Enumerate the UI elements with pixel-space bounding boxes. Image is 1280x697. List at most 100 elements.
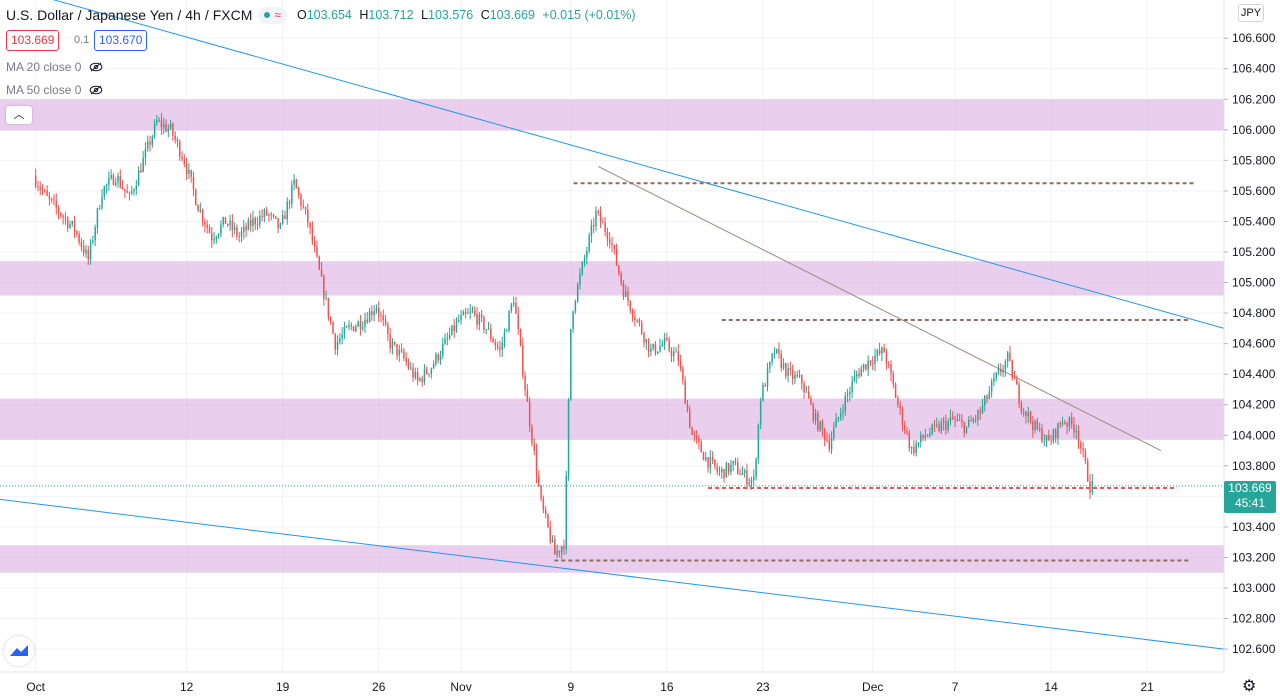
- candle-body: [1002, 369, 1004, 373]
- candle-body: [339, 338, 341, 342]
- candle-body: [409, 367, 412, 369]
- hidden-eye-icon[interactable]: [89, 85, 103, 95]
- gear-icon[interactable]: ⚙: [1242, 678, 1257, 695]
- candle-body: [252, 218, 254, 227]
- candle-body: [302, 205, 305, 207]
- candle-body: [343, 327, 346, 335]
- candle-body: [297, 188, 300, 195]
- candle-body: [595, 210, 597, 227]
- candle-body: [572, 311, 574, 329]
- candle-body: [405, 358, 407, 363]
- candle-body: [634, 316, 636, 320]
- candle-body: [981, 405, 984, 413]
- candle-body: [263, 209, 266, 218]
- time-tick-label: Nov: [450, 680, 471, 694]
- symbol-title[interactable]: U.S. Dollar / Japanese Yen: [6, 7, 174, 23]
- candle-body: [480, 314, 483, 318]
- candle-body: [119, 176, 122, 187]
- candle-body: [965, 426, 968, 433]
- indicator-ma20[interactable]: MA 20 close 0: [6, 60, 103, 74]
- price-zone: [0, 398, 1224, 440]
- candle-body: [952, 417, 954, 419]
- tradingview-logo[interactable]: [4, 636, 34, 666]
- candle-body: [371, 311, 373, 316]
- candle-body: [881, 347, 883, 354]
- candle-body: [96, 208, 99, 228]
- candle-body: [421, 378, 423, 382]
- candle-body: [844, 395, 847, 412]
- candle-body: [691, 427, 693, 435]
- candle-body: [300, 194, 302, 206]
- interval-label[interactable]: 4h: [185, 7, 201, 23]
- candle-body: [144, 148, 147, 158]
- time-tick-label: 9: [567, 680, 574, 694]
- hidden-eye-icon[interactable]: [89, 62, 103, 72]
- price-tick-label: 105.400: [1232, 214, 1276, 228]
- candle-body: [208, 227, 211, 234]
- candle-body: [533, 443, 535, 451]
- candle-body: [101, 196, 103, 209]
- candle-body: [636, 319, 638, 321]
- candle-body: [1029, 412, 1032, 422]
- candle-body: [698, 437, 700, 443]
- currency-label[interactable]: JPY: [1238, 4, 1264, 22]
- candle-body: [858, 373, 860, 377]
- candle-body: [709, 456, 712, 468]
- horizontal-levels[interactable]: [554, 182, 1196, 562]
- candle-body: [862, 364, 865, 369]
- candle-body: [755, 459, 757, 477]
- candle-body: [332, 322, 334, 334]
- candle-body: [229, 220, 231, 226]
- candle-body: [650, 348, 652, 352]
- candle-body: [499, 347, 501, 350]
- candle-body: [357, 321, 359, 327]
- indicator-ma50[interactable]: MA 50 close 0: [6, 83, 103, 97]
- candle-body: [471, 310, 474, 312]
- candle-body: [60, 213, 62, 217]
- candle-body: [519, 328, 522, 346]
- time-axis[interactable]: Oct 12 19 26 Nov 9 16 23 Dec 7 14 21: [0, 671, 1224, 694]
- candle-body: [172, 123, 174, 136]
- candle-body: [1025, 411, 1027, 417]
- candle-body: [1013, 378, 1016, 380]
- candle-body: [167, 128, 170, 132]
- candle-body: [855, 373, 858, 377]
- candle-body: [643, 333, 645, 343]
- sell-price-button[interactable]: 103.669: [6, 30, 60, 51]
- price-axis[interactable]: 102.600 102.800 103.000 103.200 103.400 103.6…: [1223, 0, 1280, 697]
- candle-body: [718, 471, 721, 473]
- time-tick-label: 21: [1140, 680, 1154, 694]
- candle-body: [39, 187, 42, 190]
- candle-body: [430, 368, 433, 374]
- candle-body: [380, 315, 382, 317]
- candle-body: [741, 473, 744, 475]
- candle-body: [860, 368, 863, 377]
- candle-body: [540, 485, 542, 499]
- candle-body: [114, 182, 117, 185]
- candle-body: [618, 265, 620, 274]
- candle-body: [462, 311, 465, 316]
- market-status-pill[interactable]: ≈: [258, 6, 287, 24]
- candle-body: [684, 380, 686, 404]
- candle-body: [151, 136, 154, 145]
- candle-body: [197, 204, 199, 212]
- candle-body: [165, 124, 167, 132]
- candle-body: [974, 419, 977, 421]
- candle-body: [414, 371, 417, 378]
- candle-body: [977, 410, 979, 420]
- candle-body: [268, 214, 270, 216]
- price-tick-label: 102.800: [1232, 612, 1276, 626]
- candle-body: [949, 417, 952, 422]
- candle-body: [894, 384, 897, 398]
- candle-body: [464, 311, 467, 314]
- candle-body: [204, 221, 206, 225]
- candle-body: [871, 362, 874, 364]
- trendlines[interactable]: [0, 0, 1225, 650]
- candle-body: [560, 546, 563, 553]
- collapse-legend-button[interactable]: ︿: [6, 106, 32, 124]
- candle-body: [199, 209, 202, 212]
- buy-price-button[interactable]: 103.670: [94, 30, 148, 51]
- candle-body: [979, 410, 981, 413]
- candle-body: [361, 326, 364, 329]
